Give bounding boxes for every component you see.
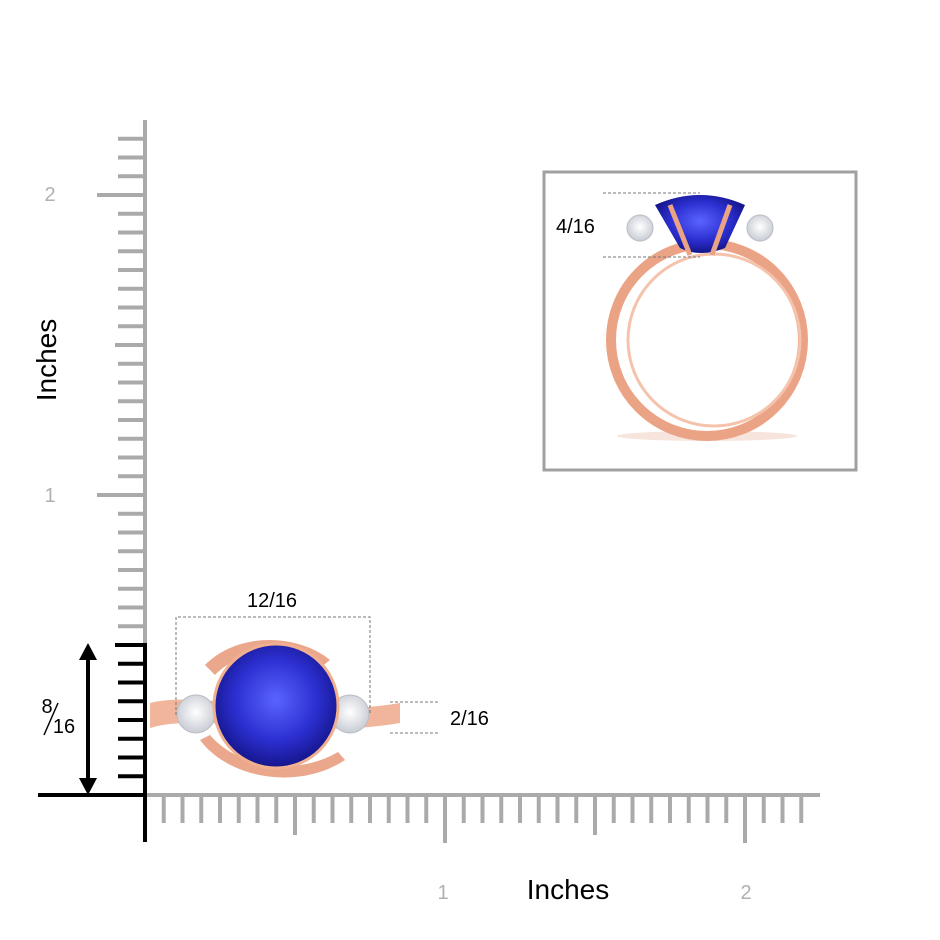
y-tick-label: 2: [44, 184, 55, 206]
height-numerator: 8: [41, 696, 52, 718]
x-tick-label: 2: [740, 882, 751, 904]
height-arrow: [79, 643, 97, 795]
ruler-ticks: [97, 136, 804, 843]
ring-top-view: [150, 640, 400, 778]
x-axis-label: Inches: [527, 874, 610, 905]
y-tick-label: 1: [44, 485, 55, 507]
x-tick-label: 1: [437, 882, 448, 904]
fraction-slash: [43, 702, 59, 736]
height-denominator: 16: [53, 716, 75, 738]
ring-side-view: [606, 195, 808, 441]
width-label: 12/16: [247, 590, 297, 612]
y-axis-label: Inches: [31, 319, 62, 402]
profile-height-label: 4/16: [556, 216, 595, 238]
width-guide: [175, 616, 371, 715]
stone-height-label: 2/16: [450, 708, 489, 730]
